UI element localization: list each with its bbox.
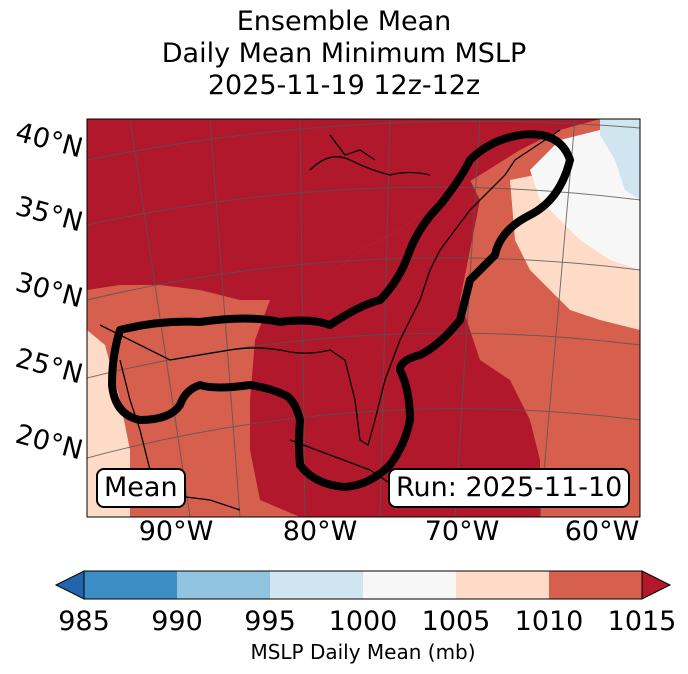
lake-michigan-shore [329,134,376,161]
lon-label-90W: 90°W [139,516,214,547]
gridline-lon-70 [454,119,481,517]
colorbar-tick-1015: 1015 [607,606,677,637]
colorbar-bin-990 [177,571,270,599]
inset-label-run: Run: 2025-11-10 [388,468,631,508]
gridline-lat-35 [87,186,640,226]
us-coastline [99,129,561,447]
lon-label-60W: 60°W [565,516,640,547]
gridline-lat-25 [87,332,640,379]
colorbar-tick-985: 985 [58,606,110,637]
colorbar-label: MSLP Daily Mean (mb) [250,640,476,664]
lon-label-70W: 70°W [425,516,500,547]
colorbar-tick-1005: 1005 [421,606,491,637]
colorbar-under-arrow [54,570,85,600]
field-region-far-northeast [530,130,640,270]
field-region-low [600,119,640,200]
colorbar-tick-1000: 1000 [328,606,398,637]
colorbar-bin-1000 [363,571,456,599]
gridline-lat-40 [87,120,640,161]
colorbar-bin-1005 [456,571,549,599]
field-region-southeast-high [250,180,540,517]
map-panel: 40°N 35°N 30°N 25°N 20°N 90°W 80°W 70°W … [12,117,641,547]
inset-label-mean: Mean [96,468,186,508]
chart-title-line-3: 2025-11-19 12z-12z [207,70,481,101]
gridline-lat-20 [87,408,640,459]
colorbar-tick-995: 995 [244,606,296,637]
colorbar-tick-990: 990 [151,606,203,637]
colorbar-over-arrow [641,570,672,600]
gridline-lon-95 [129,119,191,517]
graticule [87,119,640,517]
colorbar-bin-1010 [549,571,642,599]
chart-title-line-2: Daily Mean Minimum MSLP [161,38,527,69]
colorbar-bin-995 [270,571,363,599]
great-lakes-shore [309,156,431,176]
chart-title-line-1: Ensemble Mean [236,6,452,37]
gridline-lon-75 [379,119,391,517]
gridline-lon-65 [539,119,576,517]
outline-contour [108,130,574,491]
field-region-north-high [87,119,640,300]
colorbar-tick-1010: 1010 [514,606,584,637]
lon-label-80W: 80°W [283,516,358,547]
map-frame [86,118,641,518]
colorbar-bin-985 [84,571,177,599]
